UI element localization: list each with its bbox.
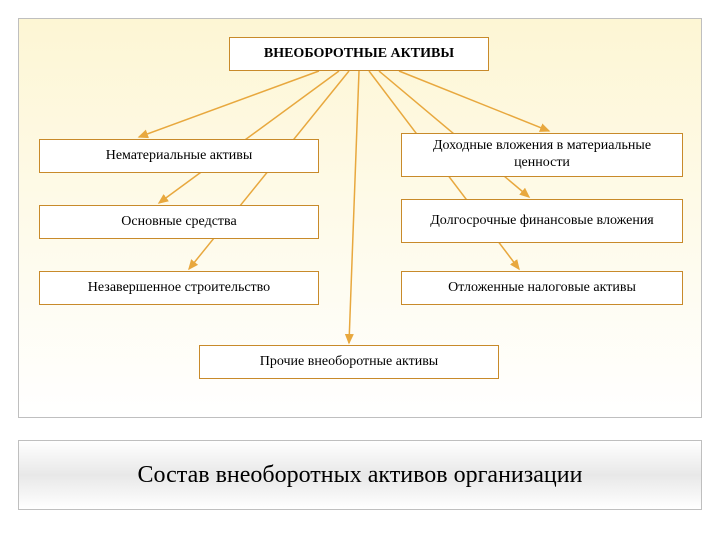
node-longterm-financial: Долгосрочные финансовые вложения <box>401 199 683 243</box>
node-intangible-assets: Нематериальные активы <box>39 139 319 173</box>
caption-panel: Состав внеоборотных активов организации <box>18 440 702 510</box>
diagram-panel: ВНЕОБОРОТНЫЕ АКТИВЫ Нематериальные актив… <box>18 18 702 418</box>
node-deferred-tax-assets: Отложенные налоговые активы <box>401 271 683 305</box>
node-fixed-assets: Основные средства <box>39 205 319 239</box>
node-construction-in-progress: Незавершенное строительство <box>39 271 319 305</box>
root-node: ВНЕОБОРОТНЫЕ АКТИВЫ <box>229 37 489 71</box>
node-profitable-investments: Доходные вложения в материальные ценност… <box>401 133 683 177</box>
node-other-noncurrent: Прочие внеоборотные активы <box>199 345 499 379</box>
caption-text: Состав внеоборотных активов организации <box>138 462 583 489</box>
